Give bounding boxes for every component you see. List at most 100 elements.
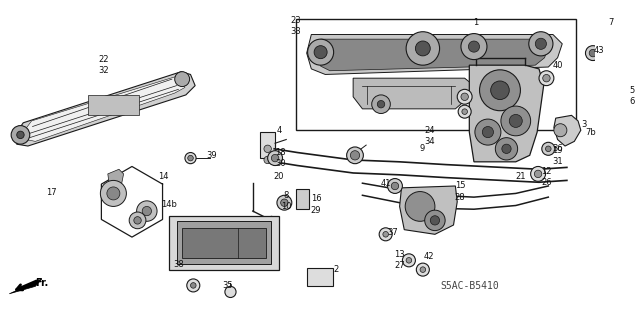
Circle shape xyxy=(586,46,600,61)
Circle shape xyxy=(100,181,126,206)
Polygon shape xyxy=(14,72,195,146)
Circle shape xyxy=(405,192,435,221)
Text: 41: 41 xyxy=(380,179,391,188)
Text: 40: 40 xyxy=(552,61,563,70)
Circle shape xyxy=(425,210,445,231)
Circle shape xyxy=(379,228,392,241)
Circle shape xyxy=(134,217,141,224)
Circle shape xyxy=(185,152,196,164)
Circle shape xyxy=(457,89,472,104)
Circle shape xyxy=(314,46,327,59)
Circle shape xyxy=(543,74,550,82)
Text: 10: 10 xyxy=(281,202,291,211)
Text: 4: 4 xyxy=(276,126,282,135)
Bar xyxy=(177,221,271,264)
Circle shape xyxy=(529,32,553,56)
Circle shape xyxy=(406,32,440,65)
Text: 39: 39 xyxy=(207,151,217,160)
Polygon shape xyxy=(399,186,457,234)
Circle shape xyxy=(502,144,511,153)
Text: 28: 28 xyxy=(454,193,465,202)
Circle shape xyxy=(509,115,522,127)
Bar xyxy=(260,132,275,158)
Circle shape xyxy=(142,206,152,216)
Circle shape xyxy=(187,279,200,292)
Circle shape xyxy=(430,216,440,225)
Text: 21: 21 xyxy=(515,172,525,181)
Text: 30: 30 xyxy=(275,159,286,168)
Polygon shape xyxy=(24,76,185,141)
Bar xyxy=(296,189,308,209)
Circle shape xyxy=(129,212,146,229)
Text: 8: 8 xyxy=(284,191,289,200)
Circle shape xyxy=(501,106,531,136)
Polygon shape xyxy=(469,65,543,162)
Circle shape xyxy=(539,71,554,85)
Text: 14b: 14b xyxy=(161,200,177,209)
Text: 26: 26 xyxy=(541,178,552,187)
Text: 7: 7 xyxy=(608,18,613,27)
Text: 42: 42 xyxy=(424,252,435,261)
Circle shape xyxy=(545,146,551,152)
Text: 5: 5 xyxy=(629,86,635,95)
Bar xyxy=(88,95,140,115)
Circle shape xyxy=(458,105,471,118)
Polygon shape xyxy=(108,169,124,188)
Text: 19: 19 xyxy=(552,146,563,155)
Circle shape xyxy=(107,187,120,200)
Circle shape xyxy=(277,195,292,210)
Circle shape xyxy=(136,201,157,221)
Text: 43: 43 xyxy=(594,46,605,55)
Circle shape xyxy=(462,109,467,115)
Text: 33: 33 xyxy=(290,27,301,36)
Text: 6: 6 xyxy=(629,97,635,106)
Text: 23: 23 xyxy=(290,16,301,25)
Circle shape xyxy=(347,147,364,164)
Text: 32: 32 xyxy=(99,66,109,75)
Circle shape xyxy=(535,38,547,49)
Circle shape xyxy=(417,263,429,276)
Text: 22: 22 xyxy=(99,55,109,64)
Text: 20: 20 xyxy=(273,172,284,181)
Text: 36: 36 xyxy=(552,144,563,153)
Text: 38: 38 xyxy=(173,260,184,269)
Text: 17: 17 xyxy=(46,188,56,197)
Circle shape xyxy=(175,72,189,86)
Polygon shape xyxy=(318,39,548,71)
Circle shape xyxy=(534,170,542,178)
Text: 31: 31 xyxy=(552,157,563,166)
Text: 37: 37 xyxy=(387,228,397,237)
Circle shape xyxy=(264,156,271,164)
Circle shape xyxy=(415,41,430,56)
Text: 1: 1 xyxy=(473,18,479,27)
Circle shape xyxy=(264,145,271,152)
Text: 27: 27 xyxy=(394,261,405,271)
Text: 15: 15 xyxy=(455,182,465,190)
Text: 7b: 7b xyxy=(586,128,596,137)
Bar xyxy=(169,216,279,270)
Circle shape xyxy=(420,267,426,272)
Circle shape xyxy=(461,33,487,60)
Text: 14: 14 xyxy=(158,172,169,181)
Bar xyxy=(296,19,576,130)
Circle shape xyxy=(388,179,403,193)
Circle shape xyxy=(391,182,399,190)
Polygon shape xyxy=(307,34,563,74)
Circle shape xyxy=(475,119,501,145)
Circle shape xyxy=(403,254,415,267)
Circle shape xyxy=(589,49,596,57)
Circle shape xyxy=(350,151,360,160)
Circle shape xyxy=(468,41,479,52)
Text: Fr.: Fr. xyxy=(35,278,49,288)
Text: 35: 35 xyxy=(222,281,233,290)
Text: 2: 2 xyxy=(334,265,339,274)
Circle shape xyxy=(11,126,29,144)
Circle shape xyxy=(554,124,567,137)
Circle shape xyxy=(372,95,390,114)
Text: 9: 9 xyxy=(419,144,424,153)
Circle shape xyxy=(531,167,545,181)
Circle shape xyxy=(461,93,468,100)
Polygon shape xyxy=(554,115,581,146)
Circle shape xyxy=(542,142,555,155)
Text: 16: 16 xyxy=(310,195,321,204)
